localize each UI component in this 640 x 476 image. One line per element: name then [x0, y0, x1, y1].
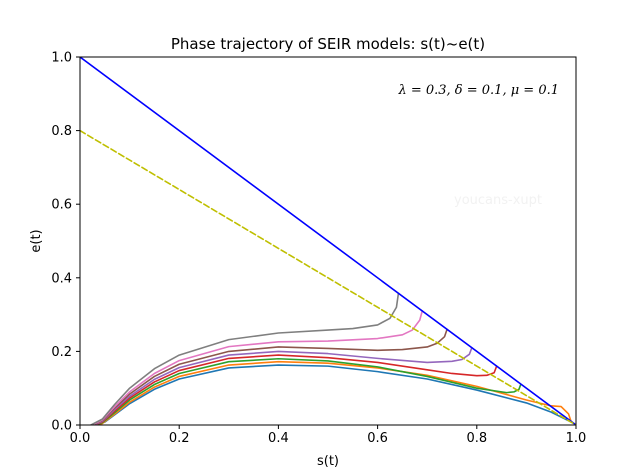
x-tick-label: 0.4 — [268, 431, 289, 446]
trajectory-line-2 — [96, 360, 572, 425]
trajectory-line-3 — [95, 357, 522, 425]
y-axis-title: e(t) — [29, 229, 44, 252]
trajectory-line-8 — [90, 292, 400, 425]
x-tick-label: 0.6 — [367, 431, 388, 446]
trajectory-line-4 — [94, 354, 498, 425]
y-tick-label: 0.0 — [51, 419, 72, 434]
plot-area — [80, 57, 576, 425]
trajectory-line-5 — [93, 346, 473, 425]
x-tick-label: 0.2 — [169, 431, 190, 446]
x-tick-label: 1.0 — [566, 431, 587, 446]
x-axis: 0.0 0.2 0.4 0.6 0.8 1.0 — [70, 425, 587, 446]
watermark-text: youcans-xupt — [454, 193, 542, 208]
x-tick-label: 0.8 — [466, 431, 487, 446]
y-tick-label: 0.2 — [51, 345, 72, 360]
parameter-annotation: λ = 0.3, δ = 0.1, μ = 0.1 — [397, 83, 559, 98]
y-tick-label: 0.8 — [51, 124, 72, 139]
y-tick-label: 0.4 — [51, 271, 72, 286]
x-tick-label: 0.0 — [70, 431, 91, 446]
threshold-line — [80, 129, 576, 425]
trajectory-line-6 — [92, 328, 448, 425]
trajectory-line-7 — [91, 310, 424, 425]
y-axis: 0.0 0.2 0.4 0.6 0.8 1.0 — [51, 51, 80, 434]
x-axis-title: s(t) — [317, 454, 339, 469]
plot-frame — [79, 56, 577, 426]
y-tick-label: 0.6 — [51, 198, 72, 213]
y-tick-label: 1.0 — [51, 51, 72, 66]
boundary-line — [80, 57, 576, 425]
chart-title: Phase trajectory of SEIR models: s(t)~e(… — [171, 35, 485, 53]
